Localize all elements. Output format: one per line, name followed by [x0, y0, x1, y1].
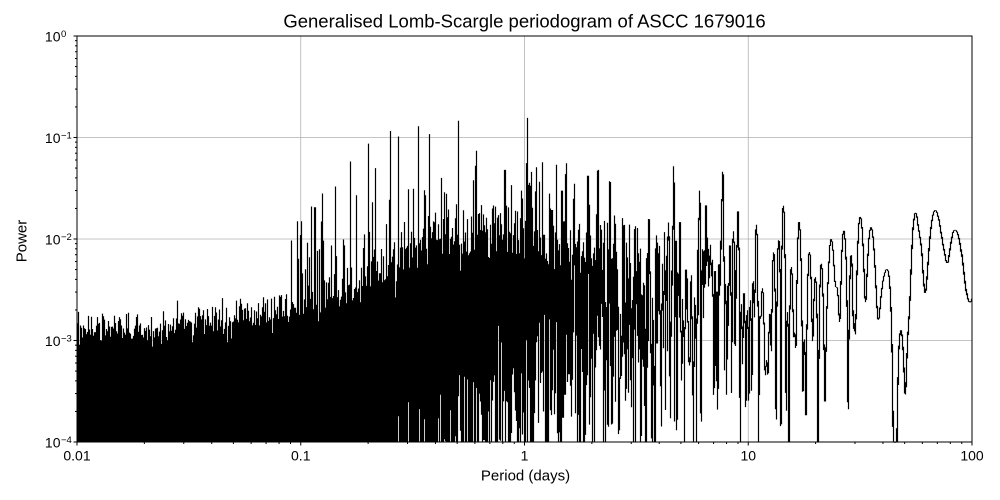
svg-text:10: 10 — [45, 29, 61, 45]
svg-text:10: 10 — [740, 448, 756, 464]
svg-text:Power: Power — [14, 220, 31, 263]
svg-text:1: 1 — [521, 448, 529, 464]
svg-text:Generalised Lomb-Scargle perio: Generalised Lomb-Scargle periodogram of … — [283, 11, 765, 32]
svg-text:0.01: 0.01 — [63, 448, 90, 464]
svg-text:−1: −1 — [61, 131, 72, 142]
svg-text:−2: −2 — [61, 232, 72, 243]
svg-text:100: 100 — [960, 448, 984, 464]
svg-text:−3: −3 — [61, 334, 72, 345]
svg-text:0: 0 — [61, 29, 66, 40]
svg-text:Period (days): Period (days) — [481, 468, 570, 485]
svg-text:10: 10 — [45, 130, 61, 146]
svg-text:0.1: 0.1 — [291, 448, 311, 464]
svg-text:10: 10 — [45, 435, 61, 451]
svg-text:10: 10 — [45, 232, 61, 248]
svg-text:10: 10 — [45, 333, 61, 349]
svg-text:−4: −4 — [61, 435, 72, 446]
